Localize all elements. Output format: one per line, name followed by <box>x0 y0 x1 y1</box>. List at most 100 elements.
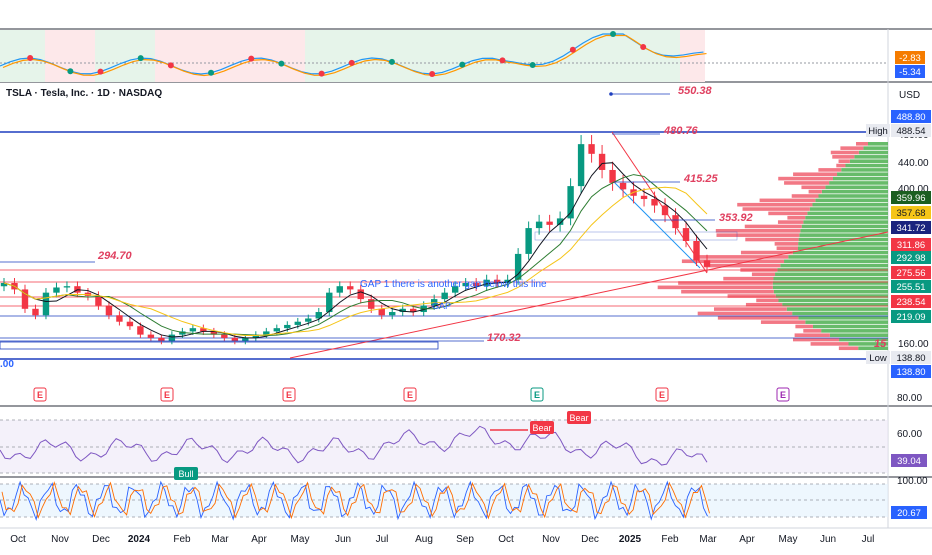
volume-profile-bar <box>832 155 855 159</box>
trendline <box>289 231 889 359</box>
x-tick-label: Sep <box>456 534 474 545</box>
volume-profile-bar <box>805 320 888 324</box>
volume-profile-bar <box>704 263 781 268</box>
candle-body <box>147 334 155 338</box>
volume-profile-bar <box>818 194 888 198</box>
candle-body <box>95 295 102 306</box>
moving-average-slow <box>3 186 708 337</box>
volume-profile-bar <box>833 176 888 181</box>
volume-profile-bar <box>805 215 888 220</box>
candle-body <box>347 286 354 290</box>
candle-body <box>105 305 113 316</box>
volume-profile-bar <box>854 155 888 159</box>
candle-body <box>682 228 690 241</box>
price-badge-label: 357.68 <box>896 208 925 219</box>
volume-profile-bar <box>772 281 888 285</box>
candle-body <box>357 289 364 300</box>
candle-body <box>619 182 627 190</box>
osc-scale-badge <box>895 65 925 78</box>
volume-profile-bar <box>839 337 888 342</box>
volume-profile-bar <box>778 298 888 303</box>
osc-signal-dot <box>318 70 325 77</box>
x-tick-label: Jun <box>335 534 351 545</box>
candle-body <box>263 331 270 335</box>
rsi-signal-badge <box>174 467 198 480</box>
price-badge <box>891 191 931 204</box>
gap-box <box>0 341 439 350</box>
candle-body <box>158 337 165 342</box>
price-badge <box>891 238 931 251</box>
osc-slow-line <box>2 34 707 77</box>
price-badge-label: 138.80 <box>896 353 925 364</box>
stoch-d-line <box>1 481 710 520</box>
price-badge <box>891 280 931 293</box>
volume-profile-bar <box>821 189 888 194</box>
earnings-marker <box>655 387 669 402</box>
price-badge-label: 275.56 <box>896 268 925 279</box>
candle-body <box>514 253 522 280</box>
gap-note: GAP <box>432 301 451 311</box>
x-tick-label: May <box>291 534 310 545</box>
x-tick-label: Oct <box>10 534 26 545</box>
volume-profile-bar <box>745 302 783 307</box>
volume-profile-bar <box>786 307 888 311</box>
candle-body <box>242 337 249 342</box>
osc-signal-dot <box>167 62 174 69</box>
volume-profile-bar <box>801 224 888 229</box>
volume-profile-bar <box>717 316 799 320</box>
candle-body <box>126 321 134 327</box>
candle-body <box>462 282 469 287</box>
volume-profile-bar <box>848 342 888 346</box>
candle-body <box>231 337 239 342</box>
earnings-marker <box>282 387 296 402</box>
stoch-k-line <box>0 480 708 521</box>
candle-body <box>116 315 123 322</box>
x-tick-label: Mar <box>699 534 717 545</box>
stoch-value-badge <box>891 506 927 519</box>
earnings-label: E <box>780 390 786 400</box>
volume-profile-bar <box>836 163 846 168</box>
osc-signal-dot <box>97 68 104 75</box>
volume-profile-bar <box>812 202 888 207</box>
osc-signal-dot <box>499 57 506 64</box>
trendline <box>611 131 708 274</box>
volume-profile-bar <box>807 211 888 216</box>
candle-body <box>525 228 532 254</box>
osc-scale-label: -2.83 <box>899 53 921 64</box>
volume-profile-bar <box>798 316 888 320</box>
price-badge <box>891 351 931 364</box>
price-badge <box>891 266 931 279</box>
volume-profile-bar <box>780 263 888 268</box>
price-badge-label: 488.54 <box>896 126 925 137</box>
price-badge <box>891 221 931 234</box>
volume-profile-bar <box>681 289 774 294</box>
gap-note: GAP 1 there is another gap below this li… <box>360 279 547 290</box>
volume-profile-bar <box>760 320 806 324</box>
price-badge <box>891 206 931 219</box>
volume-profile-bar <box>723 276 774 281</box>
osc-signal-dot <box>278 60 285 67</box>
price-badge-tag-label: High <box>868 126 888 137</box>
volume-profile-bar <box>784 181 830 185</box>
candle-body <box>556 218 564 225</box>
x-tick-label: Nov <box>542 534 560 545</box>
trendline <box>611 179 701 269</box>
x-tick-label: Dec <box>92 534 110 545</box>
candle-body <box>168 334 176 342</box>
volume-profile-bar <box>793 172 838 177</box>
volume-profile-bar <box>778 176 833 181</box>
price-annotation: 15 <box>874 338 887 350</box>
osc-bg-zone <box>0 30 45 82</box>
earnings-label: E <box>164 390 170 400</box>
rsi-value-label: 39.04 <box>897 456 921 467</box>
rsi-value-badge <box>891 454 927 467</box>
volume-profile-bar <box>856 142 868 146</box>
price-badge-label: 219.09 <box>896 312 925 323</box>
volume-profile-bar <box>782 302 888 307</box>
price-badge <box>891 295 931 308</box>
x-tick-label: Mar <box>211 534 229 545</box>
osc-bg-zone <box>95 30 155 82</box>
osc-signal-dot <box>67 68 74 75</box>
volume-profile-bar <box>821 329 888 333</box>
earnings-label: E <box>286 390 292 400</box>
